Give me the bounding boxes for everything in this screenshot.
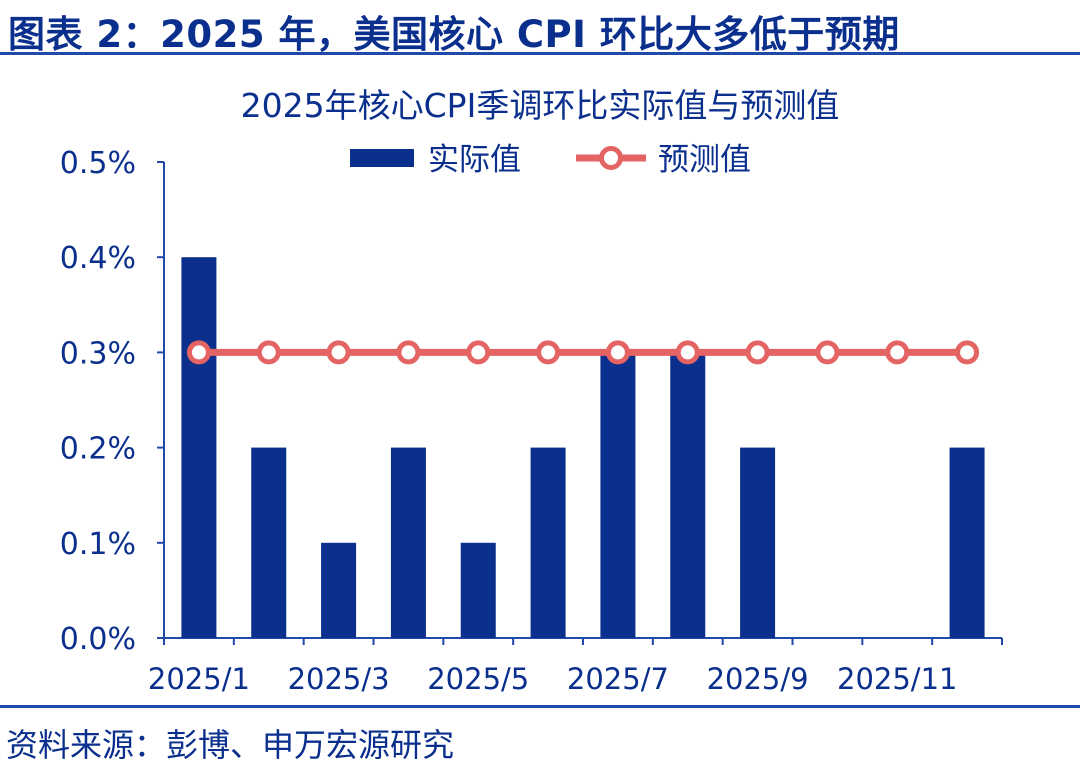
forecast-point xyxy=(326,340,351,365)
y-tick-label: 0.5% xyxy=(60,146,136,181)
legend-label: 预测值 xyxy=(658,142,751,178)
y-tick-label: 0.2% xyxy=(60,432,136,467)
line-series xyxy=(186,340,980,365)
bar xyxy=(251,447,287,638)
forecast-point xyxy=(605,340,630,365)
bar-series xyxy=(181,257,985,638)
forecast-point xyxy=(955,340,980,365)
source-note: 资料来源：彭博、申万宏源研究 xyxy=(6,726,455,764)
forecast-point xyxy=(885,340,910,365)
legend-swatch-bar xyxy=(350,149,414,167)
x-tick-label: 2025/3 xyxy=(288,662,390,696)
forecast-point xyxy=(675,340,700,365)
x-tick-label: 2025/7 xyxy=(567,662,669,696)
forecast-point xyxy=(256,340,281,365)
header-rule xyxy=(0,52,1080,55)
chart: 2025年核心CPI季调环比实际值与预测值 实际值 预测值 0.0% 0.1% 0.2… xyxy=(60,86,1003,696)
forecast-point xyxy=(536,340,561,365)
legend-swatch-marker xyxy=(599,146,623,170)
x-axis: 2025/1 2025/3 2025/5 2025/7 2025/9 2025/11 xyxy=(148,637,1003,696)
bar xyxy=(600,352,636,638)
forecast-point xyxy=(815,340,840,365)
legend: 实际值 预测值 xyxy=(350,142,751,178)
figure-title: 图表 2：2025 年，美国核心 CPI 环比大多低于预期 xyxy=(8,13,900,56)
y-tick-label: 0.1% xyxy=(60,527,136,562)
forecast-point xyxy=(396,340,421,365)
forecast-point xyxy=(186,340,211,365)
figure-header: 图表 2：2025 年，美国核心 CPI 环比大多低于预期 xyxy=(0,0,1080,56)
bar xyxy=(390,447,426,638)
bar xyxy=(460,542,496,638)
x-tick-label: 2025/9 xyxy=(707,662,809,696)
y-tick-label: 0.0% xyxy=(60,622,136,657)
bar xyxy=(670,352,706,638)
bar xyxy=(321,542,357,638)
x-tick-label: 2025/5 xyxy=(427,662,529,696)
legend-label: 实际值 xyxy=(428,142,521,178)
chart-title: 2025年核心CPI季调环比实际值与预测值 xyxy=(241,86,840,125)
y-tick-label: 0.3% xyxy=(60,336,136,371)
bar xyxy=(740,447,776,638)
bar xyxy=(949,447,985,638)
x-tick-label: 2025/11 xyxy=(837,662,957,696)
source-rule xyxy=(0,705,1080,708)
forecast-point xyxy=(466,340,491,365)
bar xyxy=(530,447,566,638)
y-axis: 0.0% 0.1% 0.2% 0.3% 0.4% 0.5% xyxy=(60,146,165,657)
x-tick-label: 2025/1 xyxy=(148,662,250,696)
bar xyxy=(181,257,217,638)
y-tick-label: 0.4% xyxy=(60,241,136,276)
forecast-point xyxy=(745,340,770,365)
